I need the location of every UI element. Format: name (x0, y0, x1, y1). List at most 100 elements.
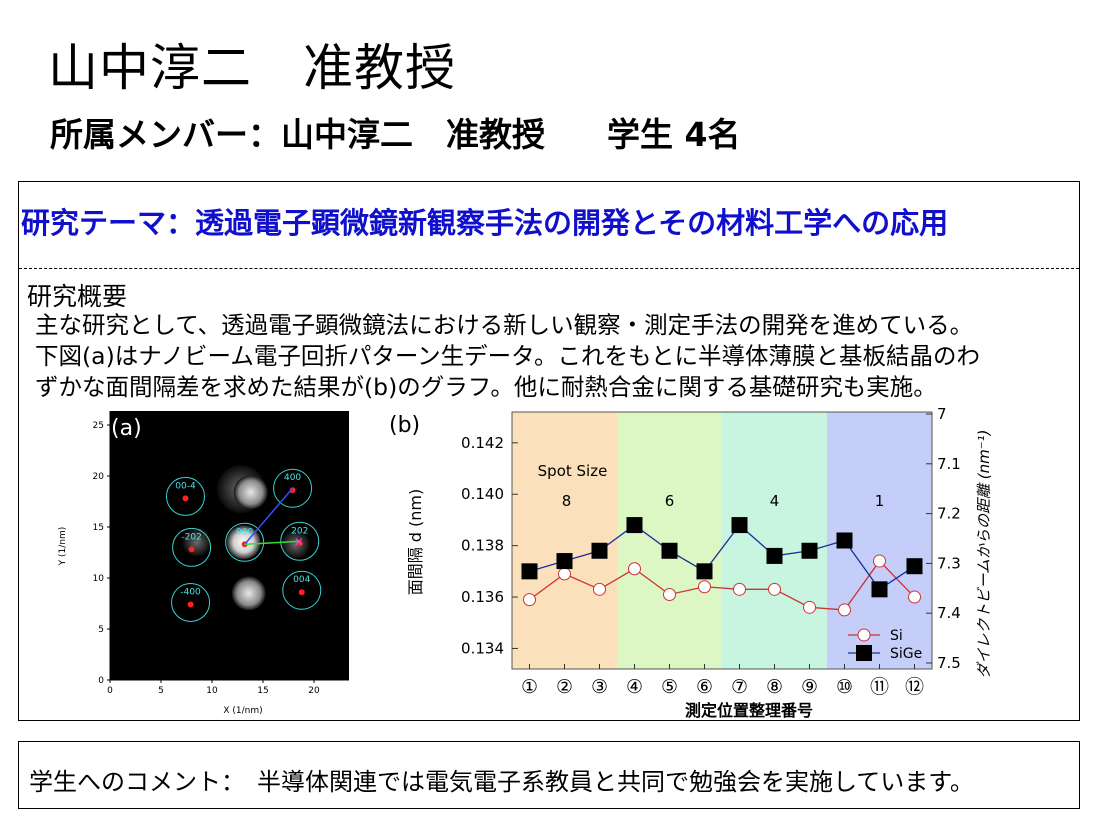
research-theme: 研究テーマ：透過電子顕微鏡新観察手法の開発とその材料工学への応用 (21, 206, 949, 240)
diffraction-figure: 00-4 400 -202 202 -400 004 000 × (a) 0 5 10 15 20 25… (58, 411, 349, 716)
students-count: 学生 4名 (607, 115, 741, 154)
spot-size-band (722, 412, 827, 669)
si-point (663, 587, 676, 601)
y2-tick-label: 7.4 (937, 604, 961, 622)
y-tick-label: 0.140 (461, 485, 504, 503)
y2-tick-label: 7.3 (937, 554, 961, 572)
members-line: 所属メンバー：山中淳二 准教授 学生 4名 (50, 108, 740, 156)
spot-label: -202 (181, 532, 201, 542)
spot-size-band (617, 412, 722, 669)
diffraction-disk (233, 475, 268, 510)
x-tick-label: ③ (591, 676, 608, 698)
sige-point (836, 532, 853, 549)
marker-x: × (294, 534, 304, 548)
spacing-chart: (b) Spot Size 8 6 4 1 0.134 0.136 0.138 0.140 0.1… (389, 405, 993, 719)
spot-size-band (512, 412, 617, 669)
si-point (523, 593, 536, 607)
sige-point (801, 542, 818, 559)
chart-frame (511, 411, 933, 670)
x-tick-label: ⑥ (696, 676, 713, 698)
si-point (733, 582, 746, 596)
si-point (873, 554, 886, 568)
si-point (558, 567, 571, 581)
vector-blue (244, 487, 294, 545)
y-axis-label: Y (1/nm) (58, 527, 68, 567)
spot-ring (282, 570, 322, 610)
chart-y-label: 面間隔 d (nm) (406, 489, 425, 596)
y-tick-label: 0.142 (461, 434, 504, 452)
spot-ring (225, 522, 265, 562)
divider (19, 268, 1079, 269)
spot-label: 00-4 (175, 481, 196, 491)
y2-tick-label: 7.5 (937, 654, 961, 672)
y-tick-label: 20 (93, 472, 105, 482)
sige-point (731, 517, 748, 534)
x-tick-label: 10 (206, 686, 218, 696)
sige-point (521, 563, 538, 580)
x-tick-label: ⑤ (661, 676, 678, 698)
x-tick-label: ⑪ (870, 676, 889, 698)
spot-ring (280, 521, 320, 561)
legend-marker-sige (856, 645, 872, 661)
spot-label: 004 (293, 575, 310, 585)
diffraction-disk (281, 530, 310, 559)
legend-label-si: Si (890, 628, 903, 644)
spot-label: 202 (291, 526, 308, 536)
vector-green (244, 540, 300, 546)
y-tick-label: 0.136 (461, 588, 504, 606)
si-point (698, 580, 711, 594)
sige-point (626, 517, 643, 534)
members-label: 所属メンバー： (50, 115, 281, 154)
spot-ring (172, 527, 212, 567)
overview-line: ずかな面間隔差を求めた結果が(b)のグラフ。他に耐熱合金に関する基礎研究も実施。 (35, 373, 937, 401)
members-value: 山中淳二 准教授 (281, 115, 545, 154)
spot-ring (165, 476, 205, 516)
spot-size-value: 4 (770, 492, 780, 510)
si-point (768, 582, 781, 596)
sige-point (591, 542, 608, 559)
spot-center (187, 601, 194, 608)
panel-label-a: (a) (111, 416, 142, 441)
comment-panel: 学生へのコメント： 半導体関連では電気電子系教員と共同で勉強会を実施しています。 (18, 741, 1080, 809)
sige-point (661, 542, 678, 559)
si-point (838, 603, 851, 617)
spot-size-value: 1 (875, 492, 885, 510)
spot-center (289, 487, 296, 494)
y2-tick-label: 7.2 (937, 505, 961, 523)
x-tick-label: 20 (308, 686, 320, 696)
x-tick-label: ⑨ (801, 676, 818, 698)
x-axis-label: X (1/nm) (223, 706, 262, 716)
diffraction-disk (231, 576, 266, 611)
sige-point (696, 563, 713, 580)
si-point (628, 562, 641, 576)
overview-line: 主な研究として、透過電子顕微鏡法における新しい観察・測定手法の開発を進めている。 (35, 311, 974, 339)
spot-label: 000 (236, 527, 253, 537)
student-comment: 学生へのコメント： 半導体関連では電気電子系教員と共同で勉強会を実施しています。 (29, 768, 974, 796)
chart-x-label: 測定位置整理番号 (685, 701, 813, 719)
y-tick-label: 10 (93, 574, 105, 584)
x-tick-label: 0 (107, 686, 113, 696)
x-tick-label: ⑧ (766, 676, 783, 698)
si-point (593, 582, 606, 596)
si-point (803, 600, 816, 614)
y-tick-label: 25 (93, 421, 104, 431)
y-tick-label: 0.134 (461, 639, 504, 657)
sige-point (556, 553, 573, 570)
overview-heading: 研究概要 (27, 282, 128, 311)
legend-label-sige: SiGe (890, 646, 922, 662)
chart-y2-label: ダイレクトビームからの距離 (nm⁻¹) (975, 429, 993, 678)
x-tick-label: ② (556, 676, 573, 698)
sige-point (871, 581, 888, 598)
x-tick-label: ① (521, 676, 538, 698)
sige-point (766, 547, 783, 564)
spot-label: -400 (180, 587, 201, 597)
y-tick-label: 15 (93, 523, 104, 533)
spot-size-title: Spot Size (538, 462, 608, 480)
y-tick-label: 5 (98, 625, 104, 635)
x-tick-label: 5 (158, 686, 164, 696)
y2-tick-label: 7.1 (937, 455, 961, 473)
plot-frame (109, 411, 349, 681)
spot-center (298, 589, 305, 596)
spot-ring (273, 468, 313, 508)
overview-line: 下図(a)はナノビーム電子回折パターン生データ。これをもとに半導体薄膜と基板結晶… (35, 342, 981, 370)
